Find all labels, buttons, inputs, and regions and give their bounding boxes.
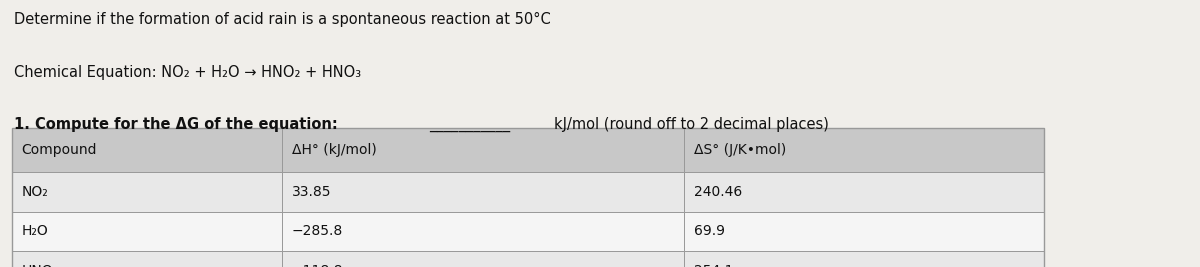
Bar [684, 172, 1044, 212]
Text: kJ/mol (round off to 2 decimal places): kJ/mol (round off to 2 decimal places) [554, 117, 829, 132]
Bar [282, 172, 684, 212]
Text: 69.9: 69.9 [694, 225, 725, 238]
Bar [684, 212, 1044, 251]
Bar [12, 128, 282, 172]
Bar [12, 172, 282, 212]
Text: Compound: Compound [22, 143, 97, 157]
Text: −118.8: −118.8 [292, 264, 343, 267]
Text: Determine if the formation of acid rain is a spontaneous reaction at 50°C: Determine if the formation of acid rain … [14, 12, 551, 27]
Text: 240.46: 240.46 [694, 185, 742, 199]
Bar [684, 128, 1044, 172]
Text: 33.85: 33.85 [292, 185, 331, 199]
Bar [282, 128, 684, 172]
Bar [12, 212, 282, 251]
Text: ΔH° (kJ/mol): ΔH° (kJ/mol) [292, 143, 377, 157]
Bar [282, 251, 684, 267]
Text: 254.1: 254.1 [694, 264, 733, 267]
Text: H₂O: H₂O [22, 225, 48, 238]
Bar [12, 251, 282, 267]
Text: HNO₂: HNO₂ [22, 264, 59, 267]
Text: −285.8: −285.8 [292, 225, 343, 238]
Text: ΔS° (J/K•mol): ΔS° (J/K•mol) [694, 143, 786, 157]
Bar [684, 251, 1044, 267]
Bar [12, 128, 1044, 267]
Text: NO₂: NO₂ [22, 185, 48, 199]
Text: Chemical Equation: NO₂ + H₂O → HNO₂ + HNO₃: Chemical Equation: NO₂ + H₂O → HNO₂ + HN… [14, 65, 361, 80]
Bar [282, 212, 684, 251]
Text: ___________: ___________ [430, 117, 511, 132]
Text: 1. Compute for the ΔG of the equation:: 1. Compute for the ΔG of the equation: [14, 117, 338, 132]
